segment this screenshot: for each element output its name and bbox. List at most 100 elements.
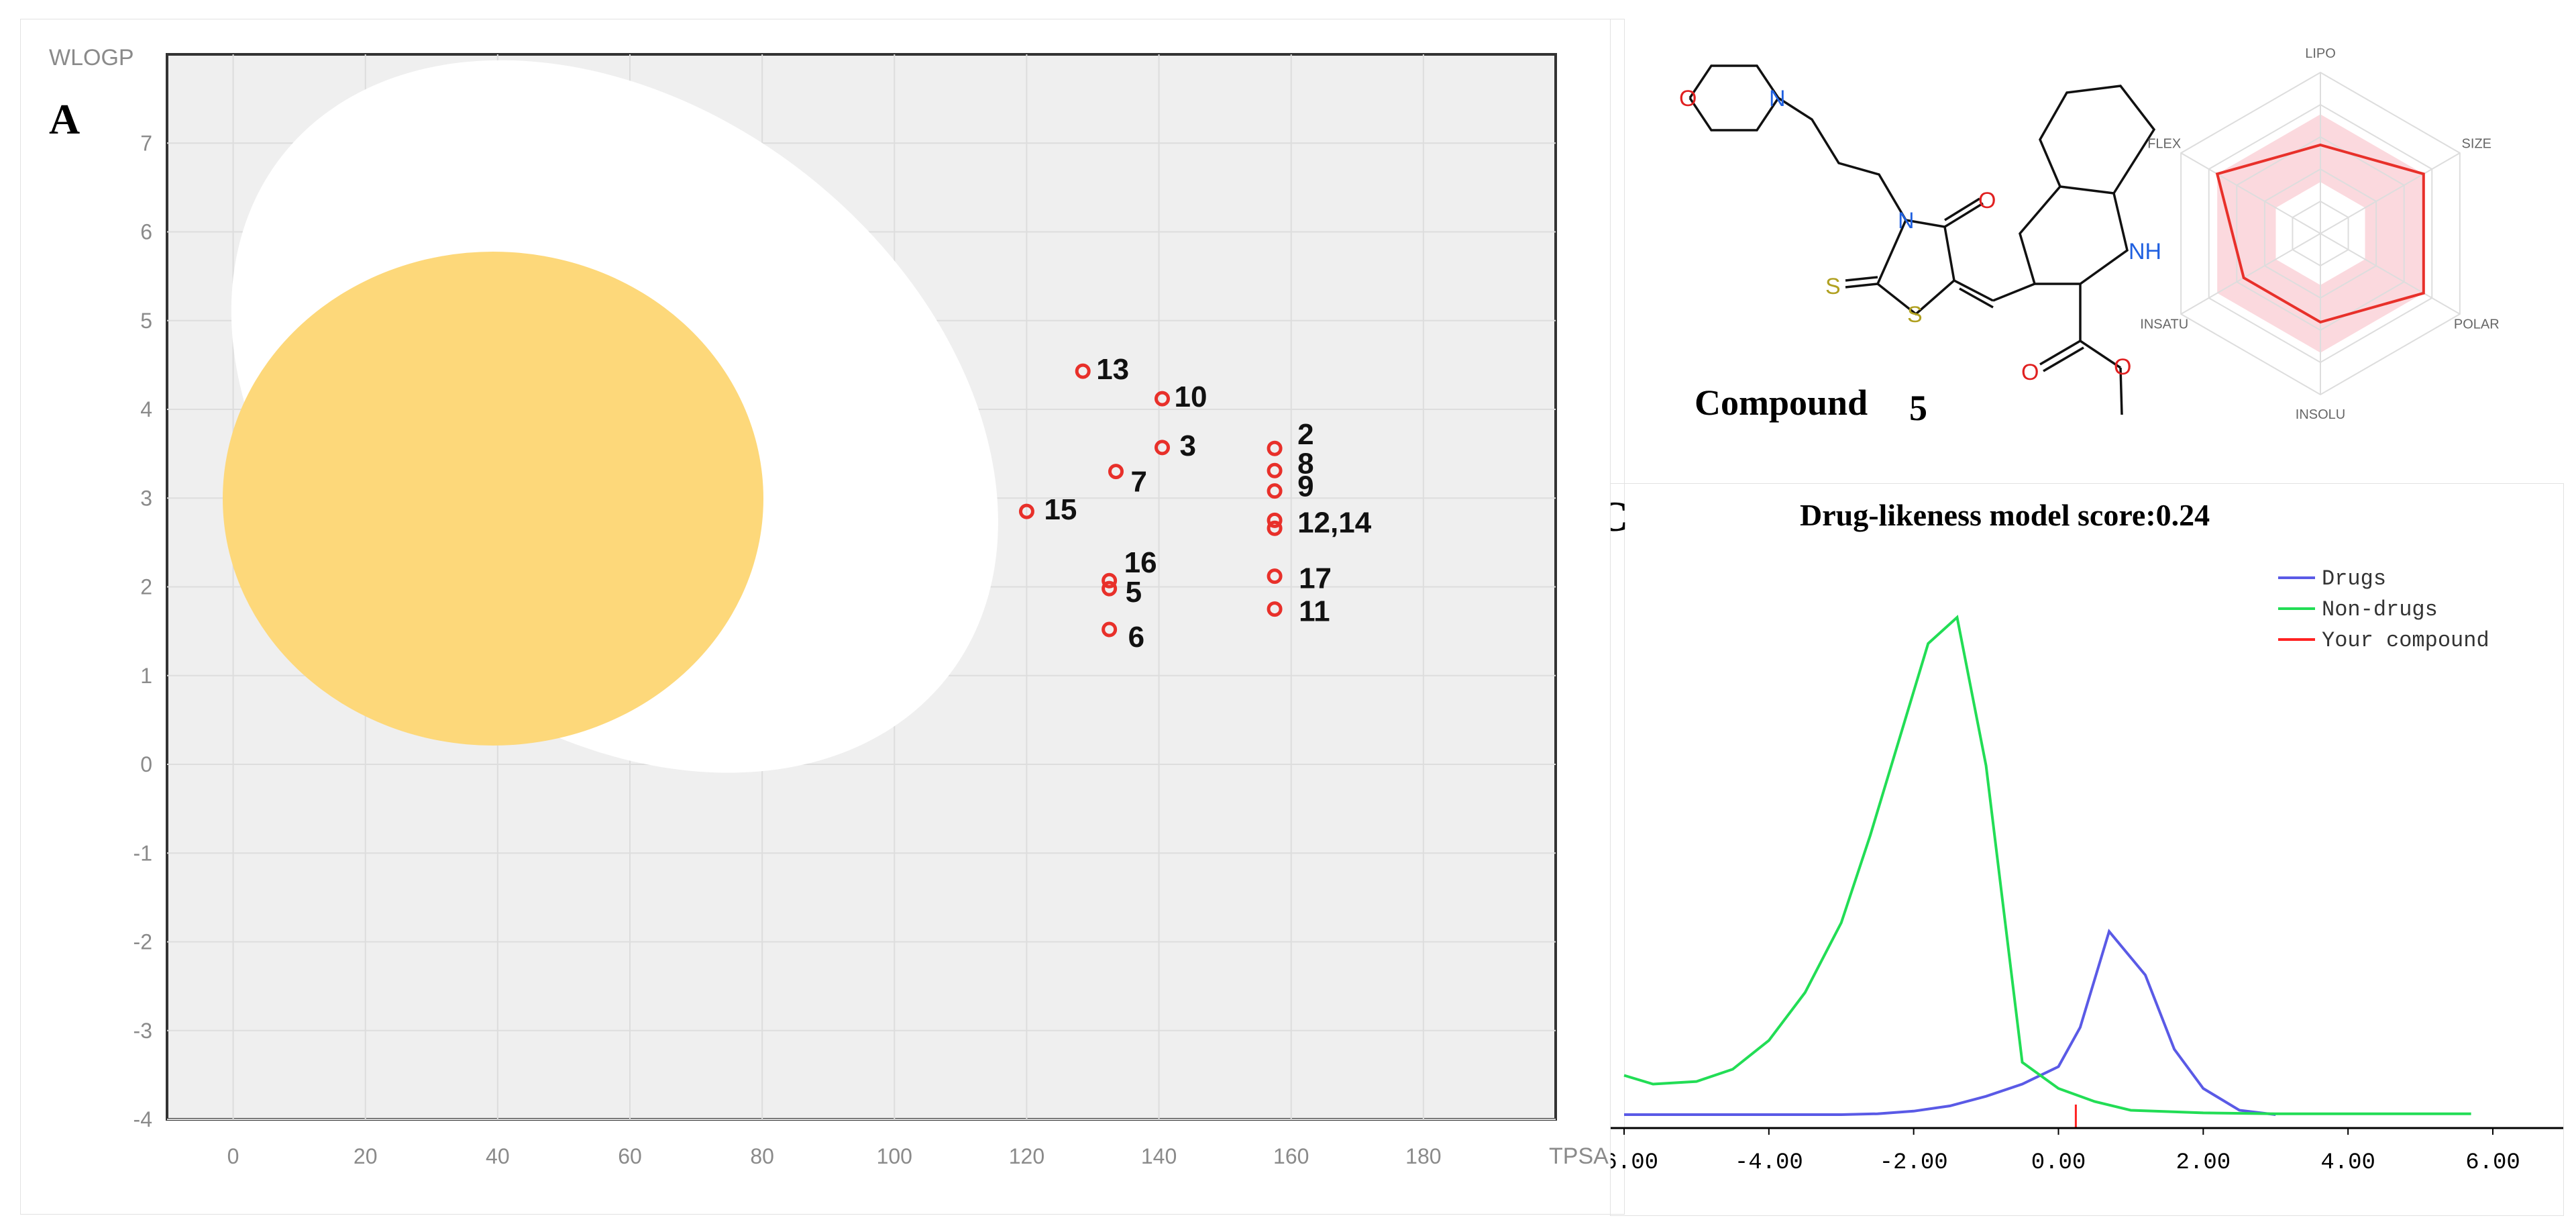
y-tick-label: 2 (140, 575, 152, 599)
radar-axis-label: INSATU (2140, 317, 2188, 332)
data-point (1267, 512, 1283, 528)
x-tick-label: -6.00 (1611, 1150, 1658, 1176)
panel-letter-c: C (1611, 493, 1628, 540)
point-label: 17 (1299, 562, 1332, 595)
radar-spoke (2320, 152, 2461, 234)
x-tick-label: 120 (1009, 1144, 1044, 1168)
x-axis-ticks: -6.00 -4.00 -2.00 0.00 2.00 4.00 6.00 (1611, 1128, 2520, 1176)
data-point (1102, 621, 1118, 638)
data-point (1102, 580, 1118, 597)
series-lines (1623, 615, 2471, 1128)
axis-ticks: 0 20 40 60 80 100 120 140 160 180 -4 -3 -2 -1 0 1 2 3 4 5 6 7 (133, 131, 1442, 1168)
molecule-bonds (1688, 64, 2156, 415)
radar-axis-label: INSOLU (2296, 407, 2345, 422)
y-tick-label: -1 (133, 841, 152, 865)
compound-number: 5 (1909, 388, 1927, 428)
point-label: 10 (1175, 380, 1208, 413)
x-tick-label: 6.00 (2465, 1150, 2520, 1176)
chart-title: Drug-likeness model score:0.24 (1800, 498, 2210, 532)
atom-o-ester: O (2114, 354, 2131, 380)
radar-axis-label: POLAR (2454, 317, 2500, 332)
drug-likeness-panel: C Drug-likeness model score:0.24 -6.00 -4… (1610, 483, 2564, 1216)
point-label: 3 (1180, 429, 1196, 462)
data-point (1267, 568, 1283, 584)
radar-axis-label: FLEX (2147, 137, 2181, 152)
radar-axis-label: SIZE (2462, 137, 2491, 152)
point-label: 9 (1297, 470, 1313, 503)
x-tick-label: 160 (1273, 1144, 1309, 1168)
x-tick-label: 40 (486, 1144, 510, 1168)
data-point (1267, 440, 1283, 456)
x-tick-label: 60 (618, 1144, 642, 1168)
x-tick-label: 20 (354, 1144, 378, 1168)
atom-nh-indole: NH (2129, 239, 2161, 264)
y-tick-label: 0 (140, 752, 152, 776)
x-tick-label: 180 (1405, 1144, 1441, 1168)
egg-yolk-region (223, 252, 763, 746)
point-label: 7 (1131, 466, 1147, 499)
point-label: 8 (1297, 447, 1313, 480)
data-point (1018, 503, 1034, 519)
y-tick-label: 6 (140, 220, 152, 244)
data-point (1267, 462, 1283, 478)
x-tick-label: 0 (227, 1144, 239, 1168)
atom-n-ring: N (1898, 208, 1915, 234)
series-line-drugs (1624, 928, 2276, 1116)
y-tick-label: 1 (140, 664, 152, 688)
series-line-non-drugs (1623, 615, 2471, 1115)
drug-likeness-chart: C Drug-likeness model score:0.24 -6.00 -4… (1611, 493, 2563, 1176)
x-tick-label: -4.00 (1735, 1150, 1803, 1176)
legend-label: Your compound (2322, 628, 2489, 653)
legend-label: Drugs (2322, 566, 2386, 591)
x-axis-label: TPSA (1549, 1143, 1609, 1169)
point-label: 15 (1044, 493, 1077, 526)
point-label: 13 (1096, 353, 1129, 386)
x-tick-label: 2.00 (2176, 1150, 2231, 1176)
atom-s-thione: S (1825, 274, 1841, 299)
data-point (1075, 363, 1091, 379)
boiled-egg-panel: 0 20 40 60 80 100 120 140 160 180 -4 -3 -2 -1 0 1 2 3 4 5 6 7… (20, 19, 1625, 1215)
point-label: 11 (1299, 595, 1330, 628)
point-label: 6 (1128, 621, 1144, 654)
x-tick-label: 140 (1141, 1144, 1177, 1168)
atom-o-carbonyl: O (1978, 188, 1996, 213)
x-tick-label: 100 (877, 1144, 912, 1168)
data-point (1155, 391, 1170, 407)
y-axis-label: WLOGP (49, 45, 134, 70)
radar-axis-label: LIPO (2305, 46, 2336, 61)
legend-label: Non-drugs (2322, 597, 2438, 622)
point-label: 12,14 (1297, 506, 1372, 539)
y-tick-label: -3 (133, 1019, 152, 1043)
point-label: 2 (1297, 418, 1313, 451)
y-tick-label: 7 (140, 131, 152, 155)
point-label: 16 (1124, 546, 1157, 579)
x-tick-label: 0.00 (2031, 1150, 2086, 1176)
radar-spoke (2320, 233, 2461, 315)
compound-label: Compound (1695, 383, 1868, 423)
data-point (1267, 520, 1283, 536)
x-tick-label: 80 (750, 1144, 774, 1168)
bioavailability-radar: LIPO SIZE POLAR INSOLU INSATU FLEX (2140, 46, 2499, 422)
y-tick-label: 3 (140, 486, 152, 510)
y-tick-label: 4 (140, 397, 152, 421)
atom-s-ring: S (1907, 302, 1923, 327)
x-tick-label: 4.00 (2320, 1150, 2375, 1176)
y-tick-label: 5 (140, 309, 152, 333)
radar-spoke (2180, 233, 2321, 315)
data-point (1267, 601, 1283, 617)
compound-panel: B O N N O (1610, 19, 2563, 489)
y-tick-label: -2 (133, 930, 152, 954)
data-point (1155, 440, 1170, 456)
y-tick-label: -4 (133, 1107, 152, 1131)
atom-o-morpholine: O (1679, 86, 1697, 111)
data-point (1102, 572, 1118, 589)
compound-profile (2215, 143, 2425, 324)
atom-n-morpholine: N (1769, 86, 1786, 111)
data-point (1267, 483, 1283, 499)
boiled-egg-chart: 0 20 40 60 80 100 120 140 160 180 -4 -3 -2 -1 0 1 2 3 4 5 6 7… (49, 45, 1609, 1169)
x-tick-label: -2.00 (1880, 1150, 1948, 1176)
atom-o-ester-carbonyl: O (2021, 360, 2039, 385)
radar-spoke (2180, 152, 2321, 234)
data-point (1108, 464, 1124, 480)
